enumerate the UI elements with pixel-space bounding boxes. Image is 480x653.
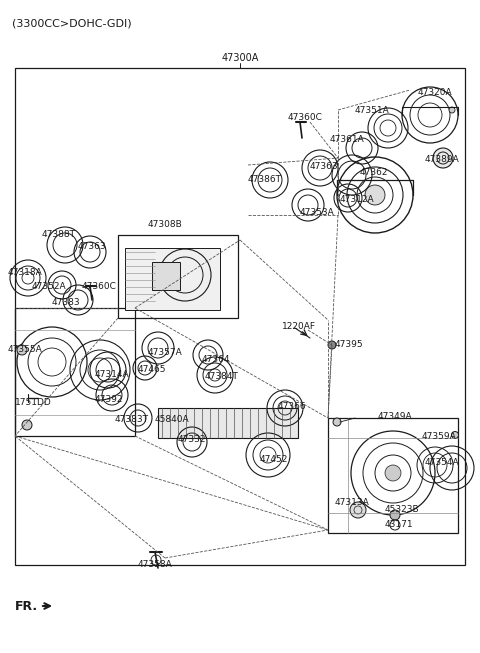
Text: 1751DD: 1751DD [15, 398, 52, 407]
Circle shape [433, 148, 453, 168]
Text: 47363: 47363 [78, 242, 107, 251]
Text: 47318A: 47318A [8, 268, 43, 277]
Text: 47308B: 47308B [148, 220, 183, 229]
Text: 47354A: 47354A [425, 458, 460, 467]
Bar [15, 68, 465, 565]
Text: 47359A: 47359A [422, 432, 457, 441]
Circle shape [350, 502, 366, 518]
Bar [125, 248, 220, 310]
Text: 47352A: 47352A [32, 282, 67, 291]
Text: 47392: 47392 [95, 395, 123, 404]
Text: 47386T: 47386T [248, 175, 282, 184]
Text: 47313A: 47313A [335, 498, 370, 507]
Text: 47360C: 47360C [82, 282, 117, 291]
Text: 1220AF: 1220AF [282, 322, 316, 331]
Text: 47361A: 47361A [330, 135, 365, 144]
Circle shape [390, 510, 400, 520]
Circle shape [17, 345, 27, 355]
Text: 47383T: 47383T [115, 415, 149, 424]
Text: 47360C: 47360C [288, 113, 323, 122]
Text: 47389A: 47389A [425, 155, 460, 164]
Bar [152, 262, 180, 290]
Bar [158, 408, 298, 438]
Text: 47395: 47395 [335, 340, 364, 349]
Text: FR.: FR. [15, 600, 38, 613]
Text: 47358A: 47358A [138, 560, 173, 569]
Text: (3300CC>DOHC-GDI): (3300CC>DOHC-GDI) [12, 18, 132, 28]
Text: 47384T: 47384T [205, 372, 239, 381]
Circle shape [328, 341, 336, 349]
Bar [328, 418, 458, 533]
Text: 47452: 47452 [260, 455, 288, 464]
Circle shape [385, 465, 401, 481]
Text: 47351A: 47351A [355, 106, 390, 115]
Text: 47300A: 47300A [221, 53, 259, 63]
Text: 47353A: 47353A [300, 208, 335, 217]
Circle shape [22, 420, 32, 430]
Text: 47332: 47332 [178, 435, 206, 444]
Text: 47364: 47364 [202, 355, 230, 364]
Text: 47314A: 47314A [95, 370, 130, 379]
Text: 47388T: 47388T [42, 230, 76, 239]
Text: 47357A: 47357A [148, 348, 183, 357]
Text: 47349A: 47349A [378, 412, 413, 421]
Circle shape [449, 107, 455, 113]
Text: 47363: 47363 [310, 162, 338, 171]
Bar [15, 308, 135, 436]
Circle shape [333, 418, 341, 426]
Text: 43171: 43171 [385, 520, 414, 529]
Text: 47362: 47362 [360, 168, 388, 177]
Text: 45840A: 45840A [155, 415, 190, 424]
Text: 47383: 47383 [52, 298, 81, 307]
Text: 47320A: 47320A [418, 88, 453, 97]
Circle shape [452, 432, 458, 439]
Bar [118, 235, 238, 318]
Text: 47366: 47366 [278, 402, 307, 411]
Text: 47355A: 47355A [8, 345, 43, 354]
Text: 47312A: 47312A [340, 195, 374, 204]
Text: 47465: 47465 [138, 365, 167, 374]
Circle shape [365, 185, 385, 205]
Text: 45323B: 45323B [385, 505, 420, 514]
